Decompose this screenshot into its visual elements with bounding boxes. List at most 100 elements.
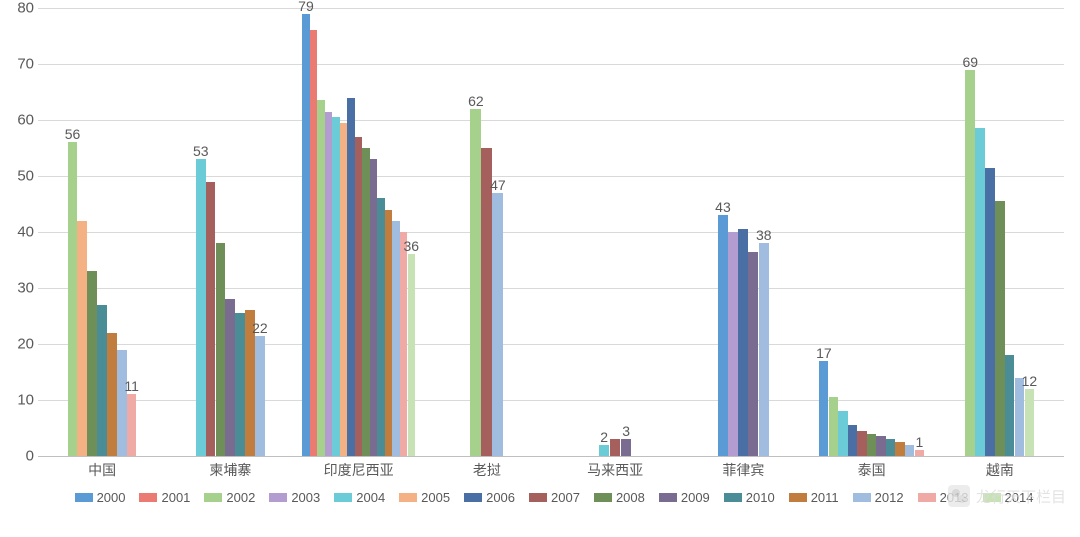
- legend-swatch: [918, 493, 936, 502]
- legend-label: 2009: [681, 490, 710, 505]
- bar: [317, 100, 324, 456]
- bar: [985, 168, 995, 456]
- bar: [728, 232, 738, 456]
- legend-item: 2001: [139, 490, 190, 505]
- bar: [621, 439, 632, 456]
- bar: [332, 117, 339, 456]
- category-label: 菲律宾: [679, 460, 807, 480]
- watermark: 龙行天下栏目: [948, 485, 1066, 507]
- value-label: 38: [756, 227, 772, 243]
- legend-item: 2002: [204, 490, 255, 505]
- legend-swatch: [139, 493, 157, 502]
- category-label: 老挝: [423, 460, 551, 480]
- y-axis-tick-label: 70: [4, 56, 34, 73]
- bar: [857, 431, 866, 456]
- value-label: 11: [124, 378, 139, 394]
- legend: 2000200120022003200420052006200720082009…: [48, 486, 1060, 509]
- bar: [325, 112, 332, 456]
- legend-swatch: [529, 493, 547, 502]
- category-label: 中国: [38, 460, 166, 480]
- bar: [599, 445, 610, 456]
- y-axis-tick-label: 80: [4, 0, 34, 17]
- bar: [838, 411, 847, 456]
- category-group: [302, 8, 415, 456]
- category-group: [819, 8, 924, 456]
- bar: [196, 159, 206, 456]
- legend-swatch: [204, 493, 222, 502]
- bar: [975, 128, 985, 456]
- legend-label: 2004: [356, 490, 385, 505]
- value-label: 2: [600, 429, 608, 445]
- legend-label: 2000: [97, 490, 126, 505]
- legend-swatch: [724, 493, 742, 502]
- watermark-text: 龙行天下栏目: [976, 486, 1066, 507]
- bar: [886, 439, 895, 456]
- legend-item: 2003: [269, 490, 320, 505]
- bar: [255, 336, 265, 456]
- value-label: 43: [715, 199, 731, 215]
- bar: [302, 14, 309, 456]
- bar: [117, 350, 127, 456]
- legend-label: 2002: [226, 490, 255, 505]
- legend-label: 2005: [421, 490, 450, 505]
- category-label: 泰国: [808, 460, 936, 480]
- legend-item: 2012: [853, 490, 904, 505]
- bar: [867, 434, 876, 456]
- legend-item: 2010: [724, 490, 775, 505]
- category-group: [599, 8, 632, 456]
- bar: [995, 201, 1005, 456]
- legend-swatch: [789, 493, 807, 502]
- bar: [87, 271, 97, 456]
- legend-item: 2008: [594, 490, 645, 505]
- chart-container: 2000200120022003200420052006200720082009…: [0, 0, 1080, 537]
- bar: [738, 229, 748, 456]
- bar: [68, 142, 78, 456]
- bar: [127, 394, 137, 456]
- bar: [408, 254, 415, 456]
- y-axis-tick-label: 20: [4, 336, 34, 353]
- category-group: [470, 8, 503, 456]
- legend-item: 2007: [529, 490, 580, 505]
- bar: [235, 313, 245, 456]
- value-label: 1: [915, 434, 923, 450]
- legend-label: 2012: [875, 490, 904, 505]
- bar: [400, 232, 407, 456]
- bar: [107, 333, 117, 456]
- category-group: [965, 8, 1034, 456]
- legend-swatch: [334, 493, 352, 502]
- legend-swatch: [659, 493, 677, 502]
- bar: [206, 182, 216, 456]
- bar: [718, 215, 728, 456]
- category-label: 马来西亚: [551, 460, 679, 480]
- bar: [385, 210, 392, 456]
- value-label: 3: [622, 423, 630, 439]
- legend-swatch: [464, 493, 482, 502]
- bar: [481, 148, 492, 456]
- value-label: 53: [193, 143, 209, 159]
- bar: [492, 193, 503, 456]
- bar: [819, 361, 828, 456]
- wechat-icon: [948, 485, 970, 507]
- bar: [1005, 355, 1015, 456]
- bar: [77, 221, 87, 456]
- category-label: 越南: [936, 460, 1064, 480]
- y-axis-tick-label: 50: [4, 168, 34, 185]
- legend-item: 2004: [334, 490, 385, 505]
- legend-item: 2011: [789, 490, 839, 505]
- legend-item: 2009: [659, 490, 710, 505]
- value-label: 36: [403, 238, 419, 254]
- legend-swatch: [269, 493, 287, 502]
- legend-swatch: [853, 493, 871, 502]
- bar: [340, 123, 347, 456]
- legend-label: 2010: [746, 490, 775, 505]
- legend-swatch: [594, 493, 612, 502]
- value-label: 47: [490, 177, 506, 193]
- bar: [759, 243, 769, 456]
- bar: [216, 243, 226, 456]
- value-label: 79: [298, 0, 314, 14]
- legend-label: 2008: [616, 490, 645, 505]
- value-label: 69: [963, 54, 979, 70]
- bar: [965, 70, 975, 456]
- category-label: 柬埔寨: [166, 460, 294, 480]
- value-label: 56: [65, 126, 81, 142]
